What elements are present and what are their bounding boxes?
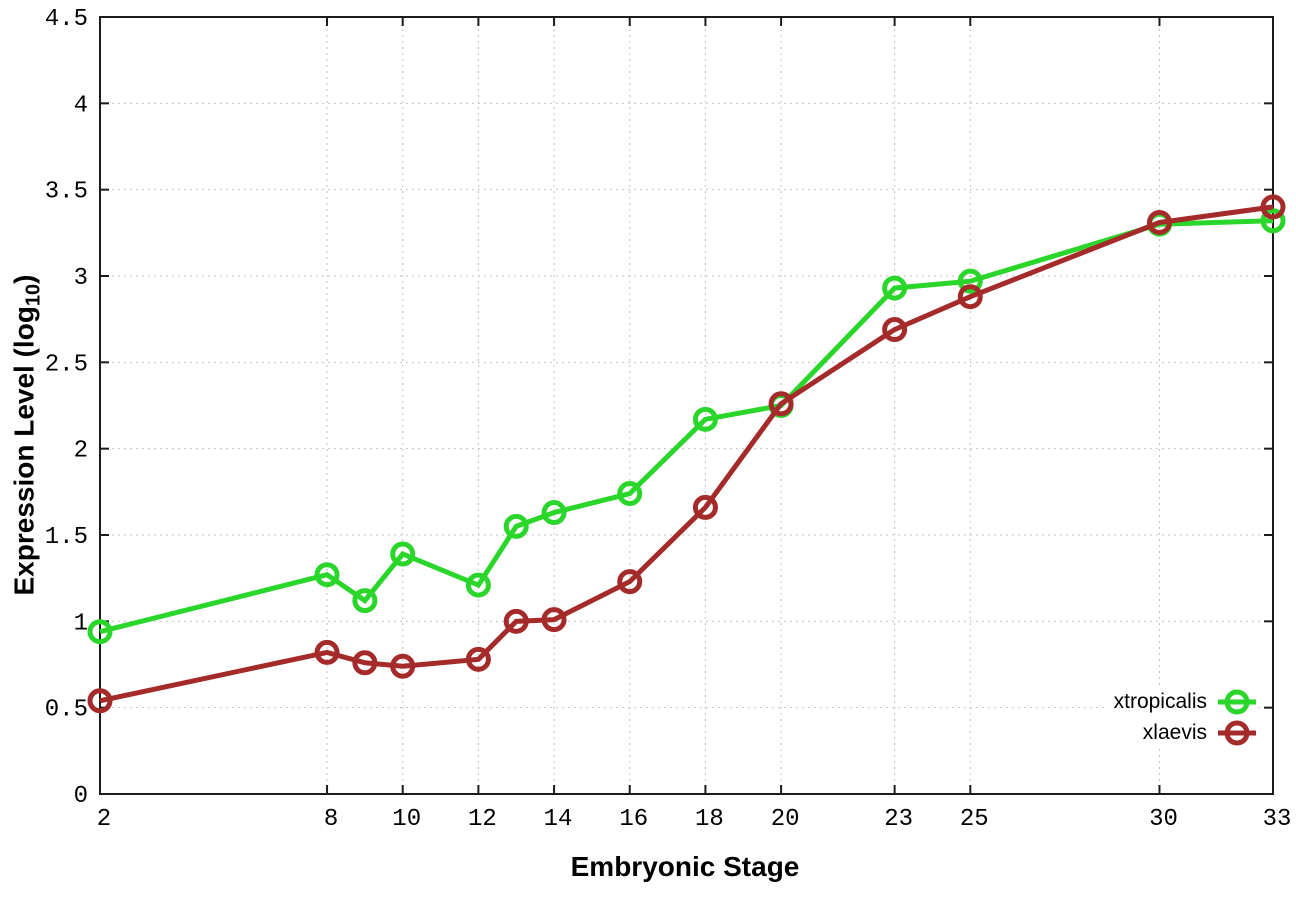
- data-point-xlaevis: [617, 569, 643, 595]
- legend-label-xtropicalis: xtropicalis: [1113, 689, 1207, 713]
- data-point-xlaevis: [390, 653, 416, 679]
- x-tick-label: 14: [544, 806, 573, 833]
- data-point-xtropicalis: [390, 541, 416, 567]
- data-point-xlaevis: [768, 391, 794, 417]
- series-line-xlaevis: [99, 204, 1274, 704]
- y-tick-label: 2: [74, 438, 88, 465]
- x-tick-label: 30: [1149, 806, 1178, 833]
- data-point-xlaevis: [87, 688, 113, 714]
- x-tick-label: 33: [1263, 806, 1292, 833]
- y-tick-label: 4.5: [45, 6, 88, 33]
- data-point-xtropicalis: [503, 513, 529, 539]
- y-tick-label: 0.5: [45, 697, 88, 724]
- data-point-xlaevis: [352, 650, 378, 676]
- x-tick-label: 2: [97, 806, 111, 833]
- legend: xtropicalis xlaevis: [1107, 686, 1258, 748]
- y-axis-title: Expression Level (log10): [9, 275, 46, 596]
- y-axis-title-subscript: 10: [22, 283, 45, 307]
- y-tick-label: 1: [74, 610, 88, 637]
- x-tick-label: 18: [695, 806, 724, 833]
- data-point-xlaevis: [541, 607, 567, 633]
- data-point-xlaevis: [1146, 209, 1172, 235]
- data-point-xlaevis: [882, 317, 908, 343]
- plot-border: [99, 16, 1274, 795]
- x-tick-label: 20: [771, 806, 800, 833]
- x-tick-label: 25: [960, 806, 989, 833]
- legend-circle-sample: [1224, 689, 1250, 714]
- y-axis-title-suffix: ): [8, 274, 40, 284]
- data-point-xtropicalis: [882, 275, 908, 301]
- y-tick-label: 4: [74, 92, 88, 119]
- data-point-xlaevis: [465, 646, 491, 672]
- data-point-xtropicalis: [692, 406, 718, 432]
- y-tick-label: 3: [74, 265, 88, 292]
- x-tick-label: 10: [392, 806, 421, 833]
- data-point-xtropicalis: [1260, 208, 1286, 234]
- legend-item-xlaevis: xlaevis: [1114, 717, 1258, 748]
- data-point-xtropicalis: [352, 588, 378, 614]
- x-axis-title: Embryonic Stage: [570, 851, 800, 882]
- y-tick-label: 0: [74, 783, 88, 810]
- line-circle-marker-icon: [1218, 689, 1256, 714]
- data-point-xtropicalis: [465, 572, 491, 598]
- y-tick-label: 1.5: [45, 524, 88, 551]
- data-point-xlaevis: [692, 494, 718, 520]
- data-point-xlaevis: [314, 639, 340, 665]
- data-point-xlaevis: [503, 608, 529, 634]
- data-point-xlaevis: [1260, 194, 1286, 220]
- x-tick-label: 16: [619, 806, 648, 833]
- y-tick-label: 3.5: [45, 179, 88, 206]
- series-line-xtropicalis: [99, 218, 1274, 635]
- line-circle-marker-icon: [1218, 720, 1256, 745]
- legend-item-xtropicalis: xtropicalis: [1114, 686, 1258, 717]
- data-point-xtropicalis: [87, 619, 113, 645]
- y-axis-title-text: Expression Level (log: [8, 306, 40, 596]
- x-tick-label: 23: [884, 806, 913, 833]
- y-tick-label: 2.5: [45, 351, 88, 378]
- legend-label-xlaevis: xlaevis: [1142, 720, 1207, 744]
- data-point-xlaevis: [957, 284, 983, 310]
- data-point-xtropicalis: [957, 268, 983, 294]
- x-tick-label: 12: [468, 806, 497, 833]
- data-point-xtropicalis: [617, 481, 643, 507]
- x-tick-label: 8: [324, 806, 338, 833]
- data-point-xtropicalis: [541, 500, 567, 526]
- legend-circle-sample: [1224, 720, 1250, 745]
- data-point-xtropicalis: [314, 562, 340, 588]
